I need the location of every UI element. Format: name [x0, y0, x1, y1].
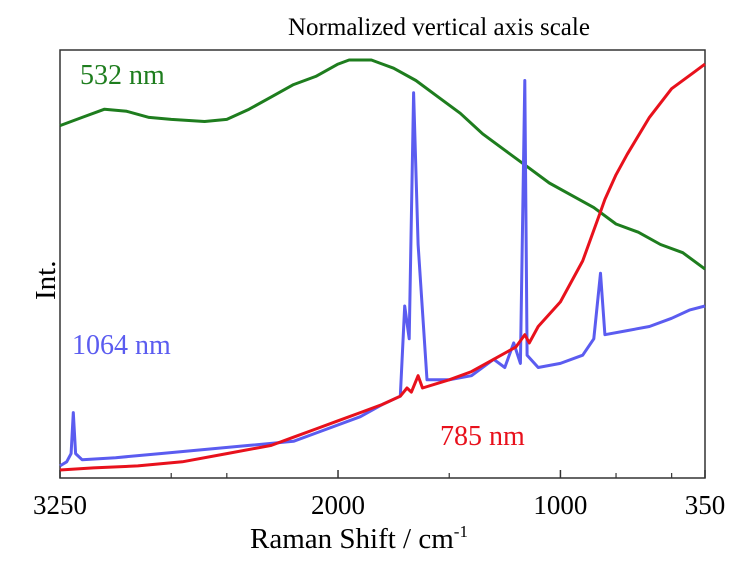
- chart-subtitle: Normalized vertical axis scale: [288, 14, 590, 41]
- x-axis-title: Raman Shift / cm-1: [250, 522, 468, 556]
- series-label-1064: 1064 nm: [72, 330, 171, 361]
- series-line-532-nm: [59, 58, 706, 271]
- x-tick-label: 3250: [33, 490, 87, 520]
- series-line-785-nm: [59, 62, 706, 472]
- series-label-532: 532 nm: [80, 60, 165, 91]
- x-axis-tick-labels: 3250 2000 1000 350: [33, 490, 725, 520]
- series-lines: [59, 58, 706, 472]
- x-axis-title-exponent: -1: [453, 522, 468, 541]
- series-label-785: 785 nm: [440, 421, 525, 452]
- x-tick-label: 350: [685, 490, 726, 520]
- x-tick-label: 2000: [311, 490, 365, 520]
- x-axis-title-text: Raman Shift / cm: [250, 523, 454, 555]
- x-tick-label: 1000: [533, 490, 587, 520]
- y-axis-title: Int.: [30, 260, 62, 300]
- plot-area-frame: [59, 49, 706, 479]
- series-line-1064-nm: [59, 79, 706, 468]
- x-axis-ticks: [59, 470, 706, 478]
